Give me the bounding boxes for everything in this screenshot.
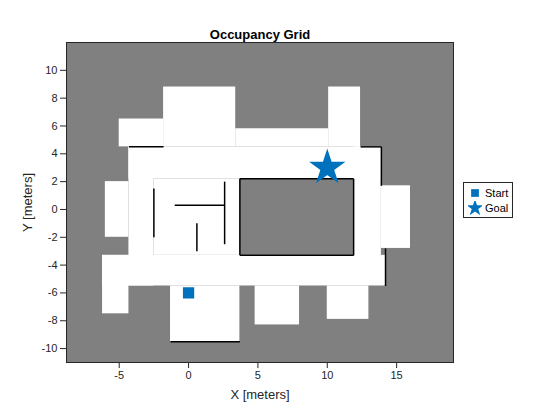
svg-text:15: 15 — [391, 369, 403, 381]
svg-text:-8: -8 — [48, 314, 58, 326]
svg-text:0: 0 — [51, 203, 57, 215]
svg-text:10: 10 — [45, 64, 57, 76]
svg-text:Occupancy Grid: Occupancy Grid — [210, 27, 310, 42]
svg-text:4: 4 — [51, 147, 57, 159]
svg-text:-10: -10 — [42, 342, 58, 354]
svg-text:-4: -4 — [48, 259, 58, 271]
html-text:Goal: Goal — [485, 201, 509, 214]
svg-text:0: 0 — [186, 369, 192, 381]
svg-text:-2: -2 — [48, 231, 58, 243]
svg-text:10: 10 — [321, 369, 333, 381]
svg-text:X [meters]: X [meters] — [230, 387, 289, 402]
html-text:Start: Start — [485, 186, 509, 199]
svg-text:-6: -6 — [48, 286, 58, 298]
svg-text:5: 5 — [255, 369, 261, 381]
svg-text:Y [meters]: Y [meters] — [20, 173, 35, 232]
svg-text:6: 6 — [51, 119, 57, 131]
svg-text:2: 2 — [51, 175, 57, 187]
svg-text:8: 8 — [51, 92, 57, 104]
svg-text:-5: -5 — [114, 369, 124, 381]
